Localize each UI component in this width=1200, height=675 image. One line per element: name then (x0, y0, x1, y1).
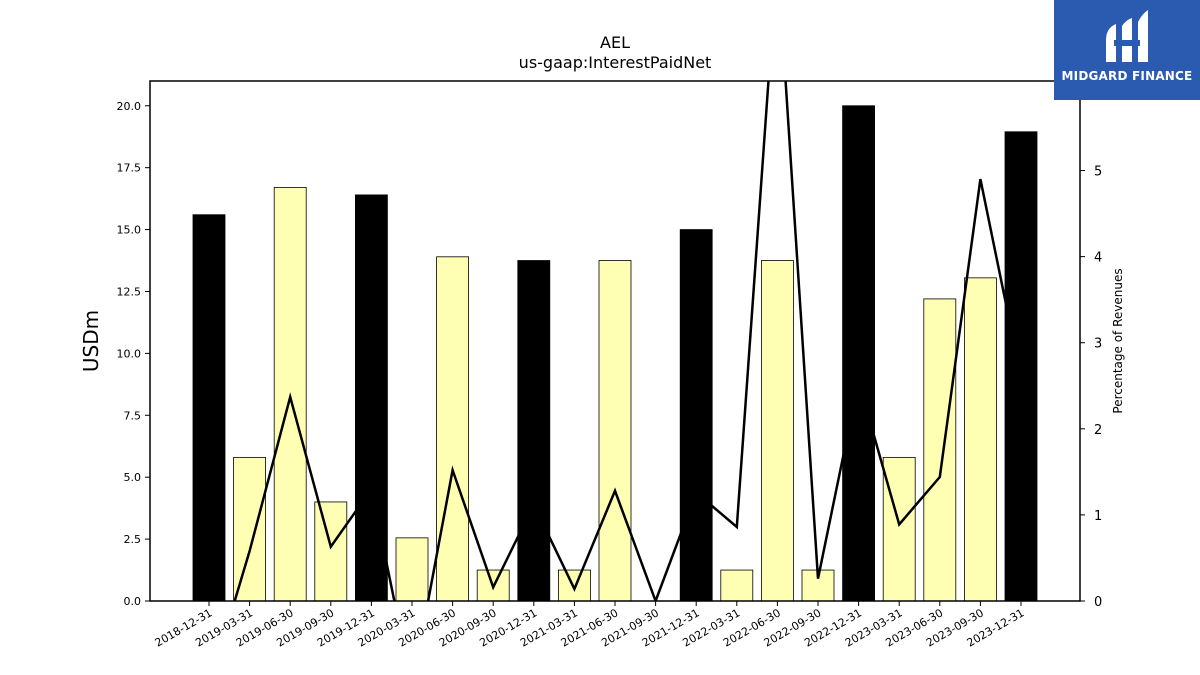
y2-tick-label: 1 (1094, 509, 1102, 524)
bar-2019-03-31 (233, 456, 267, 602)
y-tick-label: 10.0 (117, 347, 142, 360)
y2-tick-label: 2 (1094, 423, 1102, 438)
chart-subtitle: us-gaap:InterestPaidNet (519, 53, 712, 72)
y-axis-left: 0.0 2.5 5.0 7.5 10.0 12.5 15.0 17.5 20.0 (117, 100, 150, 608)
percentage-line-series (233, 81, 1023, 601)
bar-2021-06-30 (598, 260, 632, 602)
y2-tick-label: 5 (1094, 165, 1102, 180)
bar-2021-03-31 (558, 569, 591, 602)
y2-tick-label: 3 (1094, 337, 1102, 352)
bar-series (192, 105, 1038, 602)
bar-2022-03-31 (720, 569, 754, 602)
midgard-finance-logo: MIDGARD FINANCE (1054, 0, 1200, 100)
y-tick-label: 7.5 (124, 409, 142, 422)
y-tick-label: 0.0 (124, 595, 142, 608)
y-tick-label: 15.0 (117, 224, 142, 237)
bar-2019-09-30 (314, 501, 348, 602)
y-tick-label: 5.0 (124, 471, 142, 484)
bar-2020-03-31 (395, 537, 429, 602)
y-axis-label: USDm (79, 310, 103, 372)
bar-2019-12-31 (354, 194, 388, 602)
chart-title: AEL (600, 33, 630, 52)
bar-2022-06-30 (761, 260, 794, 602)
logo-text: MIDGARD FINANCE (1061, 69, 1193, 83)
percentage-of-revenues-line (233, 81, 1023, 601)
y-tick-label: 2.5 (124, 533, 142, 546)
y2-tick-label: 4 (1094, 251, 1102, 266)
y2-axis-label: Percentage of Revenues (1111, 268, 1125, 413)
bar-2022-09-30 (801, 569, 835, 602)
y-tick-label: 12.5 (117, 285, 142, 298)
bar-2020-12-31 (517, 260, 551, 602)
bar-2022-12-31 (842, 105, 875, 602)
y2-tick-label: 0 (1094, 595, 1102, 610)
x-axis: 2018-12-312019-03-312019-06-302019-09-30… (153, 601, 1027, 650)
y-tick-label: 17.5 (117, 162, 142, 175)
y-axis-right: 0 1 2 3 4 5 (1080, 165, 1102, 610)
bar-2018-12-31 (192, 214, 226, 602)
bar-2023-09-30 (964, 277, 997, 602)
bar-2023-06-30 (923, 298, 957, 602)
logo-mark-icon (1106, 10, 1148, 62)
bar-2023-03-31 (882, 456, 916, 602)
bar-2021-12-31 (679, 229, 713, 602)
bar-2023-12-31 (1004, 131, 1038, 602)
y-tick-label: 20.0 (117, 100, 142, 113)
bar-2020-06-30 (436, 256, 470, 602)
